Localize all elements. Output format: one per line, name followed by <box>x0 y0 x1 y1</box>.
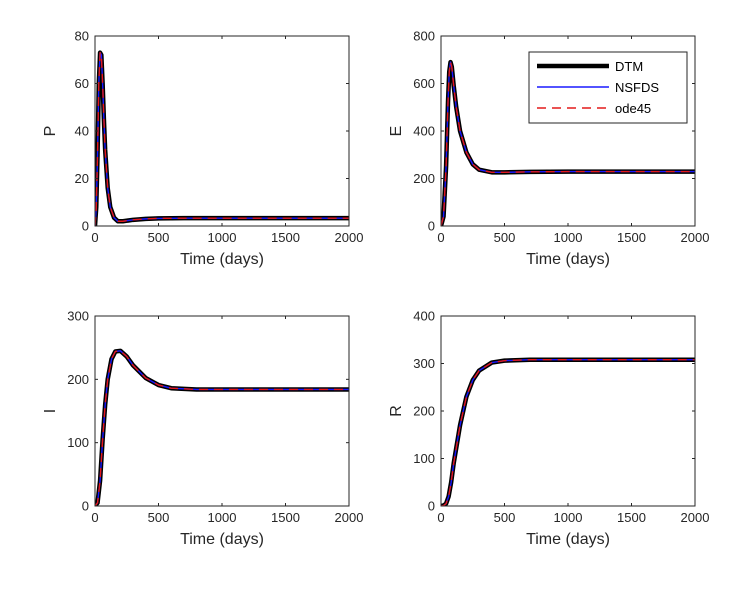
y-tick-label: 200 <box>413 404 435 419</box>
y-tick-label: 0 <box>82 219 89 234</box>
y-axis-label: E <box>388 126 405 137</box>
x-tick-label: 0 <box>91 230 98 245</box>
y-tick-label: 20 <box>75 171 89 186</box>
x-tick-label: 2000 <box>335 230 364 245</box>
legend-label-dtm: DTM <box>615 59 643 74</box>
y-tick-label: 0 <box>428 499 435 514</box>
x-tick-label: 500 <box>148 510 170 525</box>
x-tick-label: 500 <box>494 230 516 245</box>
x-tick-label: 500 <box>148 230 170 245</box>
y-tick-label: 0 <box>428 219 435 234</box>
x-tick-label: 0 <box>91 510 98 525</box>
y-tick-label: 300 <box>413 356 435 371</box>
series-line-nsfds <box>441 359 695 506</box>
x-tick-label: 500 <box>494 510 516 525</box>
series-line-dtm <box>441 357 695 506</box>
chart-panel-e: 0 500 1000 1500 2000 0 200 400 600 800 Time (days)… <box>388 29 709 269</box>
y-tick-label: 60 <box>75 76 89 91</box>
x-tick-label: 1500 <box>617 510 646 525</box>
y-tick-label: 400 <box>413 309 435 324</box>
x-tick-label: 2000 <box>681 510 710 525</box>
series-group <box>441 357 695 506</box>
legend-label-nsfds: NSFDS <box>615 80 659 95</box>
series-group <box>95 50 349 226</box>
y-tick-label: 800 <box>413 29 435 44</box>
y-tick-label: 100 <box>413 451 435 466</box>
series-line-ode45 <box>95 350 349 506</box>
y-axis-label: R <box>388 405 405 417</box>
series-line-nsfds <box>95 350 349 506</box>
legend-label-ode45: ode45 <box>615 101 651 116</box>
x-tick-label: 1500 <box>271 510 300 525</box>
y-tick-label: 300 <box>67 309 89 324</box>
x-axis-label: Time (days) <box>180 251 264 268</box>
x-tick-label: 2000 <box>335 510 364 525</box>
x-tick-label: 1000 <box>208 230 237 245</box>
y-tick-label: 80 <box>75 29 89 44</box>
axes-box <box>440 315 696 507</box>
series-line-ode45 <box>441 61 695 226</box>
axes-box <box>94 35 350 227</box>
y-tick-label: 200 <box>413 171 435 186</box>
y-tick-label: 400 <box>413 124 435 139</box>
x-tick-label: 2000 <box>681 230 710 245</box>
chart-panel-i: 0 500 1000 1500 2000 0 100 200 300 Time (days) I <box>42 309 363 549</box>
y-tick-label: 40 <box>75 124 89 139</box>
legend: DTM NSFDS ode45 <box>528 51 688 124</box>
x-tick-label: 1500 <box>617 230 646 245</box>
series-line-ode45 <box>441 359 695 506</box>
chart-panel-r: 0 500 1000 1500 2000 0 100 200 300 400 Time (days)… <box>388 309 709 549</box>
x-axis-label: Time (days) <box>526 531 610 548</box>
x-tick-label: 1000 <box>554 510 583 525</box>
series-group <box>441 59 695 226</box>
x-tick-label: 1000 <box>554 230 583 245</box>
x-tick-label: 1000 <box>208 510 237 525</box>
y-axis-label: P <box>42 126 59 137</box>
y-tick-label: 200 <box>67 372 89 387</box>
series-group <box>95 348 349 506</box>
axes-box <box>94 315 350 507</box>
x-tick-label: 0 <box>437 230 444 245</box>
series-line-dtm <box>95 348 349 506</box>
x-axis-label: Time (days) <box>180 531 264 548</box>
chart-panel-p: 0 500 1000 1500 2000 0 20 40 60 80 Time (days) P <box>42 29 363 269</box>
y-tick-label: 0 <box>82 499 89 514</box>
x-tick-label: 1500 <box>271 230 300 245</box>
series-line-dtm <box>95 50 349 226</box>
y-tick-label: 100 <box>67 435 89 450</box>
series-line-ode45 <box>95 51 349 226</box>
series-line-nsfds <box>95 51 349 226</box>
x-axis-label: Time (days) <box>526 251 610 268</box>
x-tick-label: 0 <box>437 510 444 525</box>
y-axis-label: I <box>42 409 59 413</box>
y-tick-label: 600 <box>413 76 435 91</box>
